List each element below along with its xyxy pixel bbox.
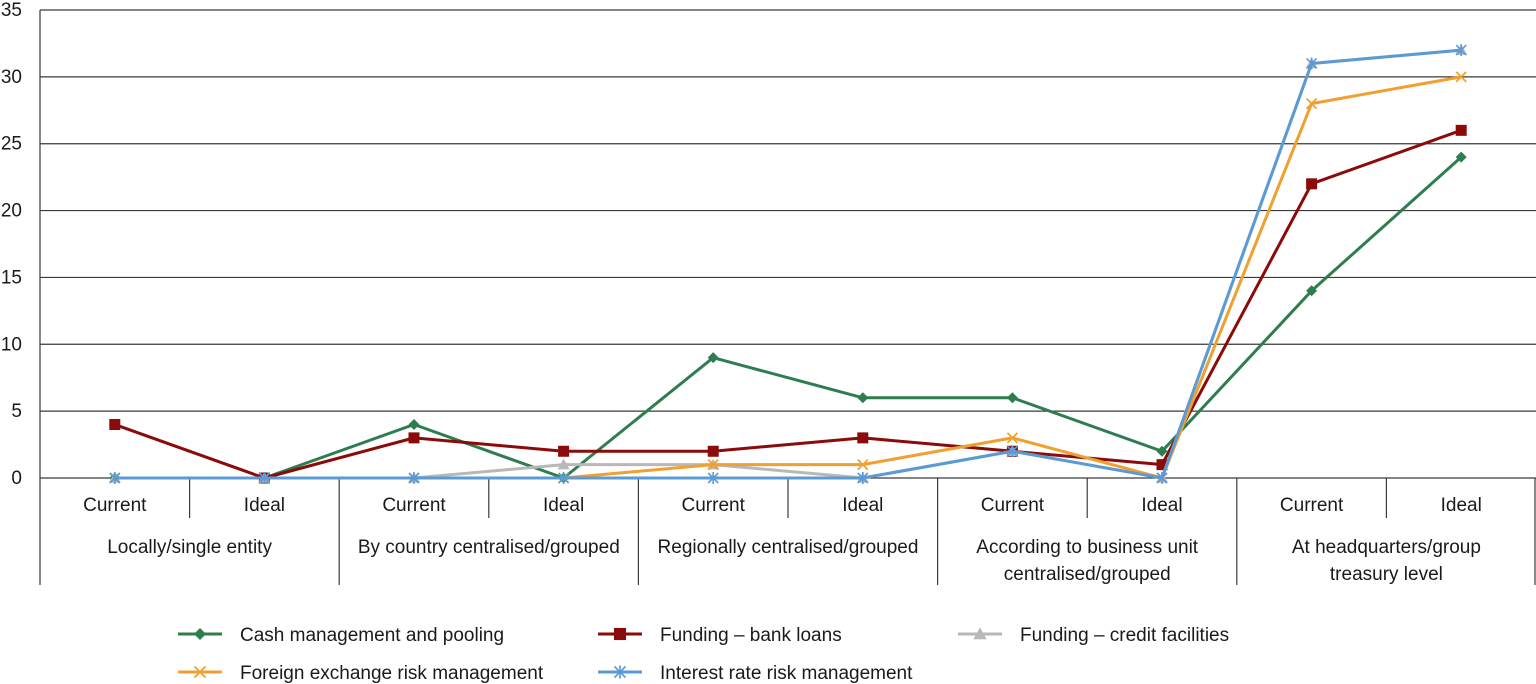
y-tick-label: 10 xyxy=(1,334,22,355)
x-tick-label: Ideal xyxy=(244,495,285,516)
data-point xyxy=(1156,445,1168,457)
x-group-label: According to business unit xyxy=(976,537,1199,558)
data-point xyxy=(109,472,121,484)
x-tick-label: Ideal xyxy=(1141,495,1182,516)
data-point xyxy=(557,458,570,470)
data-point xyxy=(1156,472,1168,484)
data-point xyxy=(857,432,869,444)
data-point xyxy=(1006,445,1018,458)
series-line xyxy=(114,48,1462,480)
x-tick-label: Current xyxy=(83,495,147,516)
x-tick-label: Current xyxy=(1280,495,1344,516)
y-tick-label: 35 xyxy=(1,0,22,21)
legend-marker xyxy=(193,627,207,641)
data-point xyxy=(109,419,121,431)
legend-label: Interest rate risk management xyxy=(660,663,913,684)
x-tick-label: Current xyxy=(382,495,446,516)
series-1 xyxy=(109,124,1467,484)
y-axis-ticks: 0 5 10 15 20 25 30 35 xyxy=(1,0,22,489)
series-2 xyxy=(108,44,1468,483)
data-point xyxy=(707,458,719,471)
x-group-label: Locally/single entity xyxy=(107,537,272,558)
legend-item: Funding – bank loans xyxy=(598,625,842,646)
x-tick-label: Ideal xyxy=(1441,495,1482,516)
data-point xyxy=(1455,71,1467,83)
legend-label: Cash management and pooling xyxy=(240,625,504,646)
gridlines xyxy=(40,9,1536,479)
data-point xyxy=(1006,432,1019,444)
data-point xyxy=(408,472,420,484)
x-tick-label: Current xyxy=(981,495,1045,516)
y-tick-label: 25 xyxy=(1,134,22,155)
data-point xyxy=(1306,178,1318,190)
series-line xyxy=(114,128,1462,480)
y-tick-label: 20 xyxy=(1,201,22,222)
legend-marker xyxy=(973,627,987,640)
data-point xyxy=(857,472,869,484)
x-group-label: By country centralised/grouped xyxy=(358,537,620,558)
data-point xyxy=(1156,459,1168,471)
data-point xyxy=(707,445,719,457)
y-tick-label: 15 xyxy=(1,267,22,288)
legend-item: Foreign exchange risk management xyxy=(178,663,544,684)
legend-marker xyxy=(193,665,207,679)
legend-item: Funding – credit facilities xyxy=(958,625,1229,646)
legend: Cash management and pooling Funding – ban… xyxy=(178,625,1229,684)
series-4 xyxy=(109,44,1467,484)
data-point xyxy=(857,392,869,404)
data-point xyxy=(1006,392,1018,404)
data-point xyxy=(857,458,869,471)
y-tick-label: 30 xyxy=(1,67,22,88)
legend-item: Cash management and pooling xyxy=(178,625,504,646)
legend-item: Interest rate risk management xyxy=(598,663,913,684)
data-point xyxy=(408,419,420,431)
y-tick-label: 5 xyxy=(11,401,22,422)
data-point xyxy=(1305,97,1318,110)
series-line xyxy=(114,48,1462,480)
data-point xyxy=(1306,285,1318,297)
data-point xyxy=(1455,151,1467,163)
legend-label: Foreign exchange risk management xyxy=(240,663,544,684)
legend-label: Funding – credit facilities xyxy=(1020,625,1229,646)
data-point xyxy=(707,352,719,364)
x-tick-label: Current xyxy=(682,495,746,516)
data-point xyxy=(558,472,570,484)
legend-marker xyxy=(613,627,627,641)
series-lines xyxy=(108,44,1468,484)
data-point xyxy=(558,445,570,457)
data-point xyxy=(1455,44,1467,57)
data-point xyxy=(408,432,420,444)
x-axis: Current Ideal Current Ideal Current Ideal Curr… xyxy=(39,10,1536,585)
data-point xyxy=(1455,124,1467,136)
data-point xyxy=(258,472,270,484)
x-tick-label: Ideal xyxy=(543,495,584,516)
x-group-label: Regionally centralised/grouped xyxy=(658,537,919,558)
legend-label: Funding – bank loans xyxy=(660,625,842,646)
x-tick-label: Ideal xyxy=(842,495,883,516)
data-point xyxy=(1306,57,1318,70)
legend-marker xyxy=(613,665,627,679)
x-group-label: centralised/grouped xyxy=(1004,564,1171,585)
x-group-label: treasury level xyxy=(1330,564,1443,585)
series-line xyxy=(114,155,1463,480)
y-tick-label: 0 xyxy=(11,468,22,489)
data-point xyxy=(707,472,719,484)
x-group-label: At headquarters/group xyxy=(1292,537,1481,558)
